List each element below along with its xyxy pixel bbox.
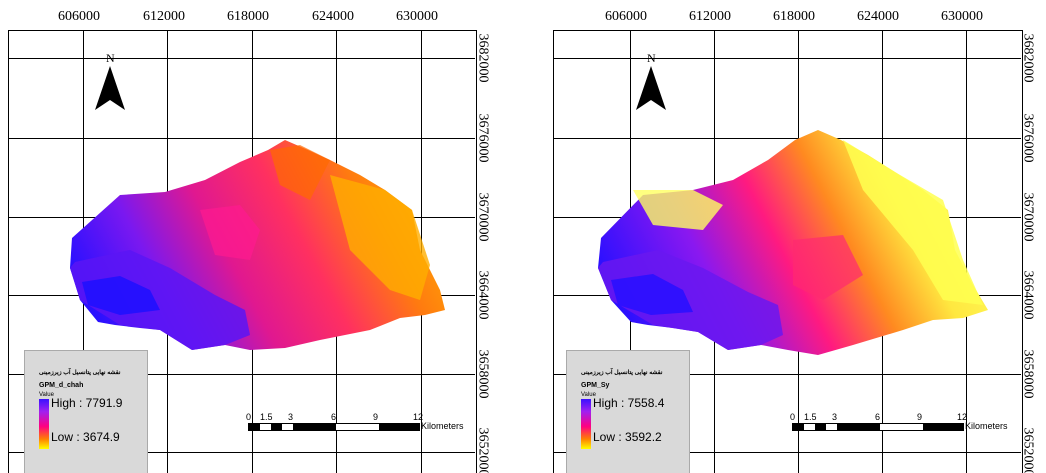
map-frame: [553, 30, 1023, 473]
gridline-h: [553, 138, 1021, 139]
north-arrow-icon: [636, 66, 666, 110]
potential-raster: [598, 130, 988, 355]
map-panel-left: 606000 612000 618000 624000 630000 36820…: [0, 0, 520, 473]
y-tick-label: 3682000: [475, 33, 491, 83]
y-tick-label: 3658000: [475, 349, 491, 399]
legend-high: High : 7558.4: [593, 396, 665, 410]
legend: نقشه نهایی پتانسیل آب زیرزمینی GPM_Sy Va…: [566, 350, 690, 473]
gridline-h: [553, 452, 1021, 453]
scale-tick: 12: [957, 412, 968, 422]
legend-title: نقشه نهایی پتانسیل آب زیرزمینی: [581, 370, 663, 376]
y-tick-label: 3682000: [1020, 33, 1036, 83]
north-arrow-icon: [95, 66, 125, 110]
legend-low: Low : 3674.9: [51, 430, 120, 444]
scale-unit: Kilometers: [421, 421, 464, 431]
scale-tick: 1.5: [804, 412, 817, 422]
scale-tick: 1.5: [260, 412, 273, 422]
scale-tick: 6: [875, 412, 881, 422]
scale-bar: [792, 423, 964, 431]
scale-tick: 3: [832, 412, 838, 422]
legend-value-label: Value: [581, 392, 596, 398]
x-tick-label: 612000: [143, 9, 185, 24]
north-label: N: [647, 51, 656, 65]
y-tick-label: 3664000: [475, 270, 491, 320]
x-tick-label: 606000: [58, 9, 100, 24]
y-tick-label: 3676000: [475, 113, 491, 163]
x-tick-label: 624000: [312, 9, 354, 24]
scale-tick: 0: [790, 412, 796, 422]
legend-layer-name: GPM_d_chah: [39, 382, 84, 389]
gridline-h: [8, 452, 475, 453]
legend-title: نقشه نهایی پتانسیل آب زیرزمینی: [39, 370, 121, 376]
legend-color-ramp: [39, 399, 49, 449]
gridline-h: [8, 138, 475, 139]
legend-color-ramp: [581, 399, 591, 449]
x-tick-label: 612000: [689, 9, 731, 24]
scale-unit: Kilometers: [965, 421, 1008, 431]
x-tick-label: 606000: [605, 9, 647, 24]
map-panel-right: 606000 612000 618000 624000 630000 36820…: [523, 0, 1046, 473]
x-tick-label: 630000: [941, 9, 983, 24]
scale-tick: 12: [413, 412, 424, 422]
gridline-v: [966, 30, 967, 473]
legend-layer-name: GPM_Sy: [581, 382, 610, 389]
x-tick-label: 618000: [227, 9, 269, 24]
legend-value-label: Value: [39, 392, 54, 398]
potential-raster: [70, 140, 445, 350]
north-label: N: [106, 51, 115, 65]
gridline-h: [8, 374, 475, 375]
legend-low: Low : 3592.2: [593, 430, 662, 444]
gridline-h: [8, 58, 475, 59]
x-tick-label: 618000: [773, 9, 815, 24]
gridline-h: [553, 58, 1021, 59]
scale-tick: 6: [331, 412, 337, 422]
y-tick-label: 3670000: [1020, 192, 1036, 242]
scale-tick: 3: [288, 412, 294, 422]
x-tick-label: 624000: [857, 9, 899, 24]
y-tick-label: 3676000: [1020, 113, 1036, 163]
legend: نقشه نهایی پتانسیل آب زیرزمینی GPM_d_cha…: [24, 350, 148, 473]
legend-high: High : 7791.9: [51, 396, 123, 410]
y-tick-label: 3670000: [475, 192, 491, 242]
scale-bar: [248, 423, 420, 431]
y-tick-label: 3664000: [1020, 270, 1036, 320]
y-tick-label: 3652000: [475, 427, 491, 473]
scale-tick: 9: [917, 412, 923, 422]
scale-tick: 9: [373, 412, 379, 422]
y-tick-label: 3652000: [1020, 427, 1036, 473]
x-tick-label: 630000: [396, 9, 438, 24]
scale-tick: 0: [246, 412, 252, 422]
map-frame: [8, 30, 477, 473]
gridline-h: [553, 374, 1021, 375]
y-tick-label: 3658000: [1020, 349, 1036, 399]
